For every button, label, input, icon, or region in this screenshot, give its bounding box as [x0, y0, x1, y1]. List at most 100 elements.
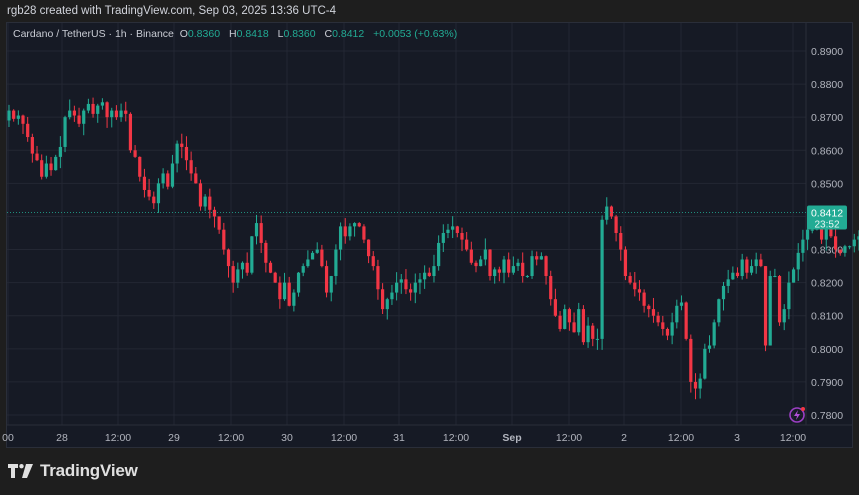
candle-body — [49, 163, 53, 171]
candle-body — [138, 156, 142, 177]
candle-body — [693, 381, 698, 389]
candle-body — [595, 338, 600, 340]
price-axis-label: 0.8000 — [811, 344, 843, 356]
candle-body — [7, 110, 11, 121]
lightning-alert-icon[interactable] — [789, 407, 805, 423]
candle-body — [735, 272, 740, 277]
close-label: C — [324, 28, 333, 40]
candle-body — [703, 348, 707, 379]
candle-body — [553, 299, 557, 316]
candle-body — [58, 146, 62, 157]
candle-body — [479, 259, 483, 267]
candle-body — [446, 229, 450, 233]
candle-body — [432, 266, 436, 277]
candle-body — [670, 322, 674, 336]
candle-body — [731, 272, 735, 280]
change-value: +0.0053 (+0.63%) — [373, 28, 458, 40]
candle-body — [231, 266, 235, 283]
candle-body — [306, 259, 310, 267]
candle-body — [838, 249, 842, 253]
candle-body — [399, 279, 403, 283]
candle-body — [100, 102, 104, 106]
candle-body — [170, 163, 175, 187]
candle-body — [315, 249, 319, 253]
candle-body — [362, 226, 366, 240]
candle-body — [623, 249, 628, 277]
candle-body — [745, 259, 749, 273]
candle-body — [105, 102, 109, 118]
candle-body — [423, 272, 427, 280]
candle-body — [581, 309, 586, 343]
price-axis-label: 0.8800 — [811, 79, 843, 91]
time-axis-label: 12:00 — [668, 432, 694, 444]
candle-body — [665, 328, 670, 336]
candle-body — [348, 226, 352, 237]
candle-body — [614, 216, 618, 233]
chart-panel[interactable] — [6, 22, 853, 448]
last-price-value: 0.8412 — [811, 207, 843, 219]
candle-body — [226, 249, 231, 267]
candle-body — [324, 266, 329, 293]
symbol-title: Cardano / TetherUS · 1h · Binance — [13, 28, 174, 40]
candle-body — [707, 345, 712, 349]
open-value: 0.8360 — [187, 28, 221, 40]
candle-body — [26, 123, 30, 138]
time-axis-label: 12:00 — [556, 432, 582, 444]
time-axis-label: 12:00 — [105, 432, 131, 444]
candle-body — [502, 259, 506, 273]
candle-body — [460, 233, 464, 240]
price-axis-label: 0.8700 — [811, 112, 843, 124]
candle-body — [427, 272, 431, 277]
candle-body — [147, 189, 151, 197]
candle-body — [54, 156, 58, 171]
candle-body — [259, 223, 263, 243]
candle-body — [698, 378, 702, 389]
candle-body — [689, 338, 693, 382]
candle-body — [119, 110, 123, 118]
candle-body — [474, 262, 478, 267]
candle-body — [805, 229, 810, 240]
candle-body — [16, 115, 20, 119]
candle-body — [385, 299, 389, 310]
candle-body — [451, 226, 455, 230]
candle-body — [240, 262, 245, 270]
candle-body — [310, 252, 315, 260]
candle-body — [338, 226, 343, 250]
tradingview-logo-icon — [8, 464, 33, 478]
candle-body — [833, 236, 838, 250]
low-value: 0.8360 — [283, 28, 316, 40]
candle-body — [217, 216, 221, 230]
candle-body — [651, 309, 656, 316]
candle-body — [245, 262, 249, 273]
candle-body — [268, 262, 273, 273]
candle-body — [236, 269, 240, 283]
candle-body — [72, 110, 76, 116]
candle-body — [343, 226, 347, 237]
candle-body — [77, 115, 81, 124]
price-axis-label: 0.8300 — [811, 245, 843, 257]
candle-body — [549, 276, 553, 300]
high-value: 0.8418 — [236, 28, 269, 40]
candle-body — [525, 276, 529, 278]
candle-body — [12, 110, 16, 119]
candle-body — [656, 315, 660, 323]
candle-body — [530, 256, 534, 277]
candle-body — [679, 302, 684, 306]
candle-body — [787, 282, 791, 310]
candle-body — [82, 110, 86, 124]
candle-body — [371, 256, 375, 267]
candle-body — [376, 266, 380, 290]
candle-body — [133, 150, 137, 157]
candle-body — [212, 209, 217, 217]
tradingview-logo[interactable]: TradingView — [8, 461, 138, 481]
symbol-legend: Cardano / TetherUS · 1h · Binance O0.836… — [13, 28, 457, 40]
candle-body — [86, 103, 90, 111]
candle-body — [712, 322, 716, 346]
candle-body — [675, 305, 679, 323]
candle-body — [152, 196, 156, 204]
candle-body — [633, 282, 637, 290]
candle-body — [567, 309, 571, 323]
candle-body — [843, 246, 847, 253]
candle-body — [250, 236, 254, 273]
